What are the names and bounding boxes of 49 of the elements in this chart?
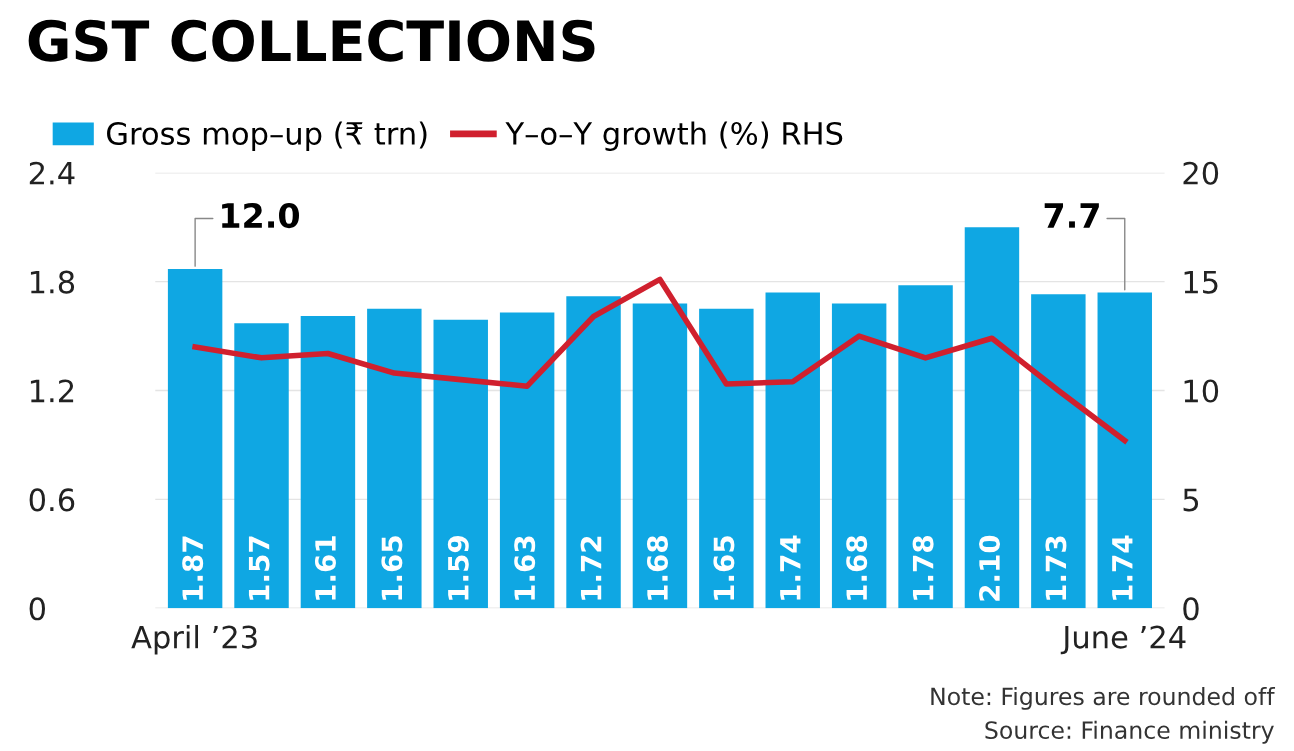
annotation: 7.7 <box>1044 203 1099 228</box>
bar <box>234 323 289 609</box>
y-tick-label: 0 <box>29 597 45 621</box>
data-label: 1.73 <box>1045 536 1067 600</box>
data-label: 1.78 <box>912 536 934 600</box>
data-label: 1.87 <box>182 536 204 600</box>
bar <box>898 285 953 609</box>
data-label: 1.61 <box>315 536 336 600</box>
bar <box>1097 292 1152 609</box>
data-label: 1.59 <box>447 536 469 600</box>
bar <box>765 292 820 609</box>
bar <box>699 308 754 609</box>
y2-tick-label: 15 <box>1184 270 1218 294</box>
data-label: 1.74 <box>780 535 801 600</box>
bar <box>831 303 887 609</box>
y2-tick-label: 10 <box>1184 379 1219 403</box>
data-label: 1.63 <box>514 536 536 600</box>
y-tick-label: 0.6 <box>29 488 75 512</box>
legend-label: Gross mop–up (₹ trn) <box>107 121 427 151</box>
y2-tick-label: 20 <box>1183 161 1219 185</box>
bar <box>167 268 223 609</box>
bar <box>433 319 488 609</box>
y-tick-label: 1.2 <box>30 379 74 403</box>
data-label: 1.74 <box>1112 535 1133 600</box>
bar <box>499 312 555 609</box>
data-label: 1.57 <box>248 536 270 600</box>
y-tick-label: 1.8 <box>30 270 75 294</box>
source-note: Source: Finance ministry <box>985 720 1274 744</box>
legend-label: Y–o–Y growth (%) RHS <box>505 121 843 151</box>
y2-tick-label: 5 <box>1183 488 1199 512</box>
y-tick-label: 2.4 <box>29 161 75 185</box>
text: Note: Figures are rounded off <box>931 687 1276 710</box>
data-label: 1.65 <box>381 536 403 600</box>
bar <box>300 316 356 609</box>
data-label: 1.65 <box>713 536 735 600</box>
y2-tick-label: 0 <box>1183 597 1199 621</box>
bar <box>367 308 422 609</box>
x-tick-label: April ’23 <box>131 624 257 655</box>
annotation: 12.0 <box>222 202 300 229</box>
bar <box>566 296 621 609</box>
bar <box>632 303 688 609</box>
data-label: 1.72 <box>580 536 602 600</box>
bar <box>1031 294 1086 609</box>
data-label: 1.68 <box>846 536 868 600</box>
chart-title: GST COLLECTIONS <box>28 19 595 62</box>
data-label: 1.68 <box>646 536 668 600</box>
bar <box>964 227 1020 609</box>
x-tick-label: June ’24 <box>1060 625 1186 655</box>
data-label: 2.10 <box>979 535 1001 601</box>
